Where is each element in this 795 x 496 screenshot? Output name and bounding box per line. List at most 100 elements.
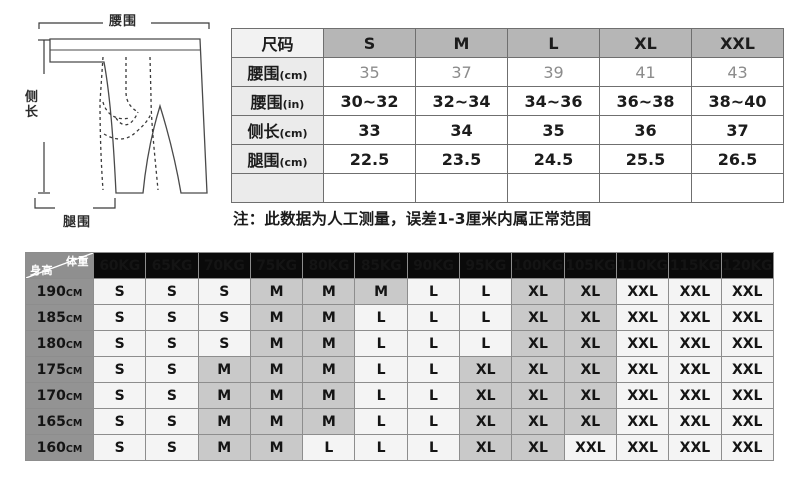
size-table-cell: 34: [415, 115, 508, 145]
table-row: 170CM S S M M M L L XL XL XL XXL XXL XXL: [25, 382, 774, 409]
fit-matrix-cell: XL: [563, 408, 617, 435]
size-table-header-size-m: M: [415, 28, 508, 58]
size-table-cell: 37: [415, 57, 508, 87]
fit-matrix-cell: M: [302, 408, 356, 435]
size-table-cell: [415, 173, 508, 203]
size-table-cell: 33: [323, 115, 416, 145]
fit-matrix-cell: S: [145, 304, 199, 331]
fit-matrix-cell: XL: [511, 304, 565, 331]
size-table-cell: [691, 173, 784, 203]
fit-matrix-cell: XXL: [720, 304, 774, 331]
fit-matrix-weight-header: 70KG: [197, 252, 251, 279]
diagram-label-waist: 腰围: [109, 14, 138, 29]
fit-matrix-cell: XXL: [668, 382, 722, 409]
fit-matrix-weight-header: 85KG: [354, 252, 408, 279]
fit-matrix-cell: XL: [511, 434, 565, 461]
fit-matrix-cell: XXL: [668, 356, 722, 383]
fit-matrix-cell: XL: [459, 356, 513, 383]
fit-matrix-cell: L: [354, 330, 408, 357]
size-table-cell: 38~40: [691, 86, 784, 116]
size-table-row-label: 侧长(cm): [231, 115, 324, 145]
fit-matrix-weight-header: 110KG: [615, 252, 670, 279]
fit-matrix-height-header: 190CM: [25, 278, 94, 305]
shorts-outline: [49, 38, 208, 194]
fit-matrix-cell: L: [354, 434, 408, 461]
fit-matrix-cell: S: [145, 434, 199, 461]
fit-matrix-cell: M: [302, 356, 356, 383]
size-table-header-size-xl: XL: [599, 28, 692, 58]
fit-matrix-cell: M: [197, 434, 251, 461]
fit-matrix-cell: M: [354, 278, 408, 305]
fit-matrix-cell: XXL: [563, 434, 617, 461]
size-table-cell: 37: [691, 115, 784, 145]
fit-matrix-cell: L: [354, 408, 408, 435]
fit-matrix-cell: XXL: [720, 330, 774, 357]
fit-matrix-cell: M: [302, 278, 356, 305]
fit-matrix-cell: XXL: [615, 330, 670, 357]
fit-matrix-cell: XL: [459, 434, 513, 461]
table-row: [231, 173, 784, 203]
fit-matrix-weight-header: 90KG: [406, 252, 461, 279]
size-table-cell: 36~38: [599, 86, 692, 116]
table-row: 165CM S S M M M L L XL XL XL XXL XXL XXL: [25, 408, 774, 435]
size-table-cell: 35: [507, 115, 600, 145]
table-row: 腿围(cm) 22.5 23.5 24.5 25.5 26.5: [231, 144, 784, 174]
fit-matrix-cell: XL: [511, 408, 565, 435]
fit-matrix-weight-header: 80KG: [302, 252, 356, 279]
fit-matrix-cell: XXL: [668, 304, 722, 331]
fit-matrix-cell: L: [354, 382, 408, 409]
fit-matrix-cell: XL: [563, 304, 617, 331]
fit-matrix-cell: L: [406, 278, 461, 305]
table-row: 180CM S S S M M L L L XL XL XXL XXL XXL: [25, 330, 774, 357]
fit-matrix-cell: M: [302, 330, 356, 357]
height-weight-fit-matrix: 体重 身高 60KG 65KG 70KG 75KG 80KG 85KG 90KG 95KG 100K…: [25, 252, 774, 461]
fit-matrix-cell: S: [92, 304, 147, 331]
fit-matrix-cell: M: [249, 382, 304, 409]
inner-seam-dashes: [99, 56, 159, 191]
table-row: 160CM S S M M L L L XL XL XXL XXL XXL XXL: [25, 434, 774, 461]
size-table-header-label: 尺码: [231, 28, 324, 58]
fit-matrix-weight-axis-label: 体重: [66, 255, 89, 268]
fit-matrix-cell: L: [459, 330, 513, 357]
fit-matrix-cell: XL: [563, 356, 617, 383]
fit-matrix-cell: M: [249, 330, 304, 357]
table-row: 190CM S S S M M M L L XL XL XXL XXL XXL: [25, 278, 774, 305]
fit-matrix-weight-header: 95KG: [459, 252, 513, 279]
table-row: 175CM S S M M M L L XL XL XL XXL XXL XXL: [25, 356, 774, 383]
fit-matrix-cell: XXL: [668, 330, 722, 357]
fit-matrix-height-header: 185CM: [25, 304, 94, 331]
fit-matrix-cell: XXL: [615, 356, 670, 383]
fit-matrix-cell: XXL: [615, 382, 670, 409]
fit-matrix-table: 体重 身高 60KG 65KG 70KG 75KG 80KG 85KG 90KG 95KG 100K…: [25, 252, 774, 461]
fit-matrix-header-row: 体重 身高 60KG 65KG 70KG 75KG 80KG 85KG 90KG 95KG 100K…: [25, 252, 774, 279]
diagram-label-leg-opening: 腿围: [63, 215, 92, 230]
waist-dimension-bracket: [38, 22, 210, 29]
fit-matrix-cell: L: [406, 382, 461, 409]
fit-matrix-cell: XXL: [668, 408, 722, 435]
fit-matrix-cell: XXL: [615, 434, 670, 461]
size-specification-table: 尺码 S M L XL XXL 腰围(cm) 35 37 39 41 43 腰围(in) 30~32 32~…: [231, 28, 784, 203]
fit-matrix-weight-header: 65KG: [145, 252, 199, 279]
fit-matrix-cell: S: [145, 408, 199, 435]
fit-matrix-cell: S: [197, 304, 251, 331]
size-table-row-label: 腰围(cm): [231, 57, 324, 87]
size-table-cell: 30~32: [323, 86, 416, 116]
fit-matrix-height-header: 160CM: [25, 434, 94, 461]
fit-matrix-weight-header: 120KG: [720, 252, 774, 279]
fit-matrix-weight-header: 115KG: [668, 252, 722, 279]
size-table-cell: 26.5: [691, 144, 784, 174]
fit-matrix-cell: S: [197, 278, 251, 305]
fit-matrix-cell: M: [302, 304, 356, 331]
leg-dimension-bracket: [34, 198, 116, 209]
fit-matrix-cell: L: [354, 304, 408, 331]
fit-matrix-cell: M: [197, 382, 251, 409]
fit-matrix-cell: L: [406, 408, 461, 435]
fit-matrix-cell: XXL: [720, 382, 774, 409]
fit-matrix-cell: L: [406, 304, 461, 331]
size-table-row-label: 腰围(in): [231, 86, 324, 116]
fit-matrix-cell: M: [249, 356, 304, 383]
fit-matrix-cell: XXL: [720, 356, 774, 383]
fit-matrix-cell: M: [249, 304, 304, 331]
fit-matrix-height-header: 175CM: [25, 356, 94, 383]
size-table-header-row: 尺码 S M L XL XXL: [231, 28, 784, 58]
